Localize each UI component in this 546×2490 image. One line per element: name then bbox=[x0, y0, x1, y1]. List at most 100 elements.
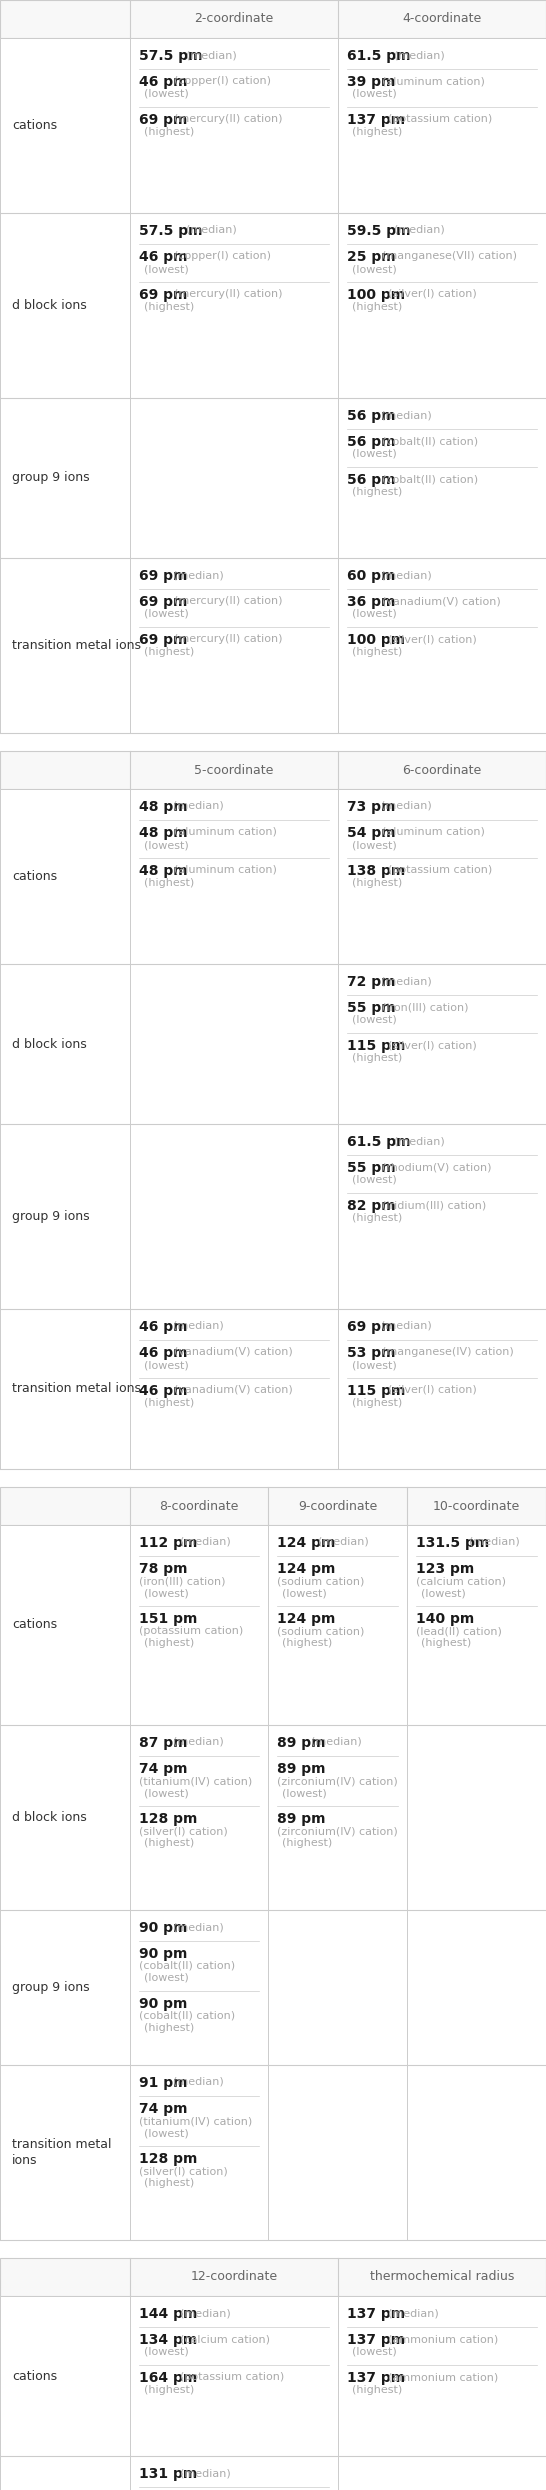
Text: 2-coordinate: 2-coordinate bbox=[194, 12, 274, 25]
Text: 89 pm: 89 pm bbox=[277, 1763, 325, 1775]
Text: (highest): (highest) bbox=[352, 879, 402, 889]
Bar bbox=[0, 2241, 546, 2258]
Bar bbox=[0, 964, 546, 1123]
Text: d block ions: d block ions bbox=[12, 1810, 87, 1825]
Text: (highest): (highest) bbox=[144, 1838, 194, 1848]
Text: 124 pm: 124 pm bbox=[277, 1611, 335, 1626]
Text: 137 pm: 137 pm bbox=[347, 112, 405, 127]
Text: (lowest): (lowest) bbox=[144, 610, 189, 620]
Text: 90 pm: 90 pm bbox=[139, 1947, 187, 1962]
Text: (lowest): (lowest) bbox=[144, 1788, 189, 1798]
Text: 74 pm: 74 pm bbox=[139, 1763, 187, 1775]
Text: (median): (median) bbox=[382, 976, 432, 986]
Text: (lowest): (lowest) bbox=[352, 1175, 397, 1185]
Text: (highest): (highest) bbox=[352, 1213, 402, 1223]
Text: 73 pm: 73 pm bbox=[347, 799, 395, 814]
Text: 115 pm: 115 pm bbox=[347, 1038, 405, 1053]
Text: 140 pm: 140 pm bbox=[416, 1611, 474, 1626]
Text: (aluminum cation): (aluminum cation) bbox=[174, 864, 276, 874]
Bar bbox=[0, 1910, 546, 2064]
Text: (lowest): (lowest) bbox=[352, 1360, 397, 1370]
Text: (highest): (highest) bbox=[421, 1638, 471, 1648]
Text: cations: cations bbox=[12, 1618, 57, 1631]
Text: (zirconium(IV) cation): (zirconium(IV) cation) bbox=[277, 1825, 397, 1835]
Text: (highest): (highest) bbox=[352, 488, 402, 498]
Bar bbox=[0, 2455, 546, 2490]
Text: 164 pm: 164 pm bbox=[139, 2370, 197, 2385]
Text: (mercury(II) cation): (mercury(II) cation) bbox=[174, 635, 282, 645]
Text: (median): (median) bbox=[388, 2308, 438, 2318]
Text: (lowest): (lowest) bbox=[144, 1972, 189, 1982]
Text: (median): (median) bbox=[318, 1536, 369, 1546]
Text: (silver(I) cation): (silver(I) cation) bbox=[139, 1825, 228, 1835]
Text: (lowest): (lowest) bbox=[144, 1589, 189, 1599]
Text: 56 pm: 56 pm bbox=[347, 408, 395, 423]
Text: (iron(III) cation): (iron(III) cation) bbox=[382, 1001, 468, 1011]
Text: (vanadium(V) cation): (vanadium(V) cation) bbox=[174, 1384, 292, 1394]
Text: (sodium cation): (sodium cation) bbox=[277, 1626, 364, 1636]
Text: 91 pm: 91 pm bbox=[139, 2077, 187, 2089]
Text: (median): (median) bbox=[394, 1135, 445, 1145]
Text: 131.5 pm: 131.5 pm bbox=[416, 1536, 489, 1549]
Bar bbox=[0, 558, 546, 732]
Bar bbox=[0, 0, 546, 37]
Text: (manganese(IV) cation): (manganese(IV) cation) bbox=[382, 1347, 513, 1357]
Text: (median): (median) bbox=[382, 411, 432, 421]
Text: (median): (median) bbox=[180, 2308, 230, 2318]
Text: (lowest): (lowest) bbox=[144, 264, 189, 274]
Text: (highest): (highest) bbox=[144, 301, 194, 311]
Text: (cobalt(II) cation): (cobalt(II) cation) bbox=[139, 2012, 235, 2022]
Text: 48 pm: 48 pm bbox=[139, 864, 188, 879]
Text: (mercury(II) cation): (mercury(II) cation) bbox=[174, 115, 282, 124]
Text: (lowest): (lowest) bbox=[352, 2348, 397, 2358]
Text: (lowest): (lowest) bbox=[144, 1360, 189, 1370]
Bar bbox=[0, 214, 546, 398]
Text: (iridium(III) cation): (iridium(III) cation) bbox=[382, 1200, 486, 1210]
Text: 123 pm: 123 pm bbox=[416, 1561, 474, 1576]
Text: (sodium cation): (sodium cation) bbox=[277, 1576, 364, 1586]
Bar bbox=[0, 2258, 546, 2296]
Text: (median): (median) bbox=[180, 2468, 230, 2478]
Text: (ammonium cation): (ammonium cation) bbox=[388, 2333, 498, 2343]
Text: (highest): (highest) bbox=[144, 2385, 194, 2395]
Text: (silver(I) cation): (silver(I) cation) bbox=[388, 1041, 477, 1051]
Text: 128 pm: 128 pm bbox=[139, 1813, 197, 1825]
Text: 60 pm: 60 pm bbox=[347, 570, 395, 583]
Text: 36 pm: 36 pm bbox=[347, 595, 395, 610]
Text: 100 pm: 100 pm bbox=[347, 632, 405, 647]
Text: 78 pm: 78 pm bbox=[139, 1561, 187, 1576]
Text: (vanadium(V) cation): (vanadium(V) cation) bbox=[174, 1347, 292, 1357]
Text: 55 pm: 55 pm bbox=[347, 1160, 396, 1175]
Text: (rhodium(V) cation): (rhodium(V) cation) bbox=[382, 1163, 491, 1173]
Text: (highest): (highest) bbox=[352, 301, 402, 311]
Text: 5-coordinate: 5-coordinate bbox=[194, 764, 274, 777]
Text: (potassium cation): (potassium cation) bbox=[388, 115, 492, 124]
Text: 137 pm: 137 pm bbox=[347, 2370, 405, 2385]
Text: 134 pm: 134 pm bbox=[139, 2333, 197, 2348]
Text: (highest): (highest) bbox=[144, 127, 194, 137]
Text: (median): (median) bbox=[174, 1322, 224, 1332]
Text: (aluminum cation): (aluminum cation) bbox=[382, 827, 484, 837]
Bar bbox=[0, 1487, 546, 1524]
Text: (silver(I) cation): (silver(I) cation) bbox=[139, 2166, 228, 2176]
Text: group 9 ions: group 9 ions bbox=[12, 1982, 90, 1994]
Text: (median): (median) bbox=[470, 1536, 520, 1546]
Text: (silver(I) cation): (silver(I) cation) bbox=[388, 289, 477, 299]
Text: d block ions: d block ions bbox=[12, 1038, 87, 1051]
Text: 69 pm: 69 pm bbox=[139, 570, 187, 583]
Text: (calcium cation): (calcium cation) bbox=[180, 2333, 270, 2343]
Text: 131 pm: 131 pm bbox=[139, 2468, 197, 2480]
Text: (median): (median) bbox=[174, 1922, 224, 1932]
Text: 115 pm: 115 pm bbox=[347, 1384, 405, 1397]
Text: 124 pm: 124 pm bbox=[277, 1561, 335, 1576]
Text: 144 pm: 144 pm bbox=[139, 2308, 197, 2321]
Text: (highest): (highest) bbox=[282, 1638, 333, 1648]
Text: 90 pm: 90 pm bbox=[139, 1920, 187, 1935]
Text: 124 pm: 124 pm bbox=[277, 1536, 335, 1549]
Text: 12-coordinate: 12-coordinate bbox=[191, 2271, 277, 2283]
Text: 138 pm: 138 pm bbox=[347, 864, 405, 879]
Text: (aluminum cation): (aluminum cation) bbox=[174, 827, 276, 837]
Text: (highest): (highest) bbox=[144, 1397, 194, 1407]
Text: 10-coordinate: 10-coordinate bbox=[433, 1499, 520, 1511]
Text: 74 pm: 74 pm bbox=[139, 2102, 187, 2116]
